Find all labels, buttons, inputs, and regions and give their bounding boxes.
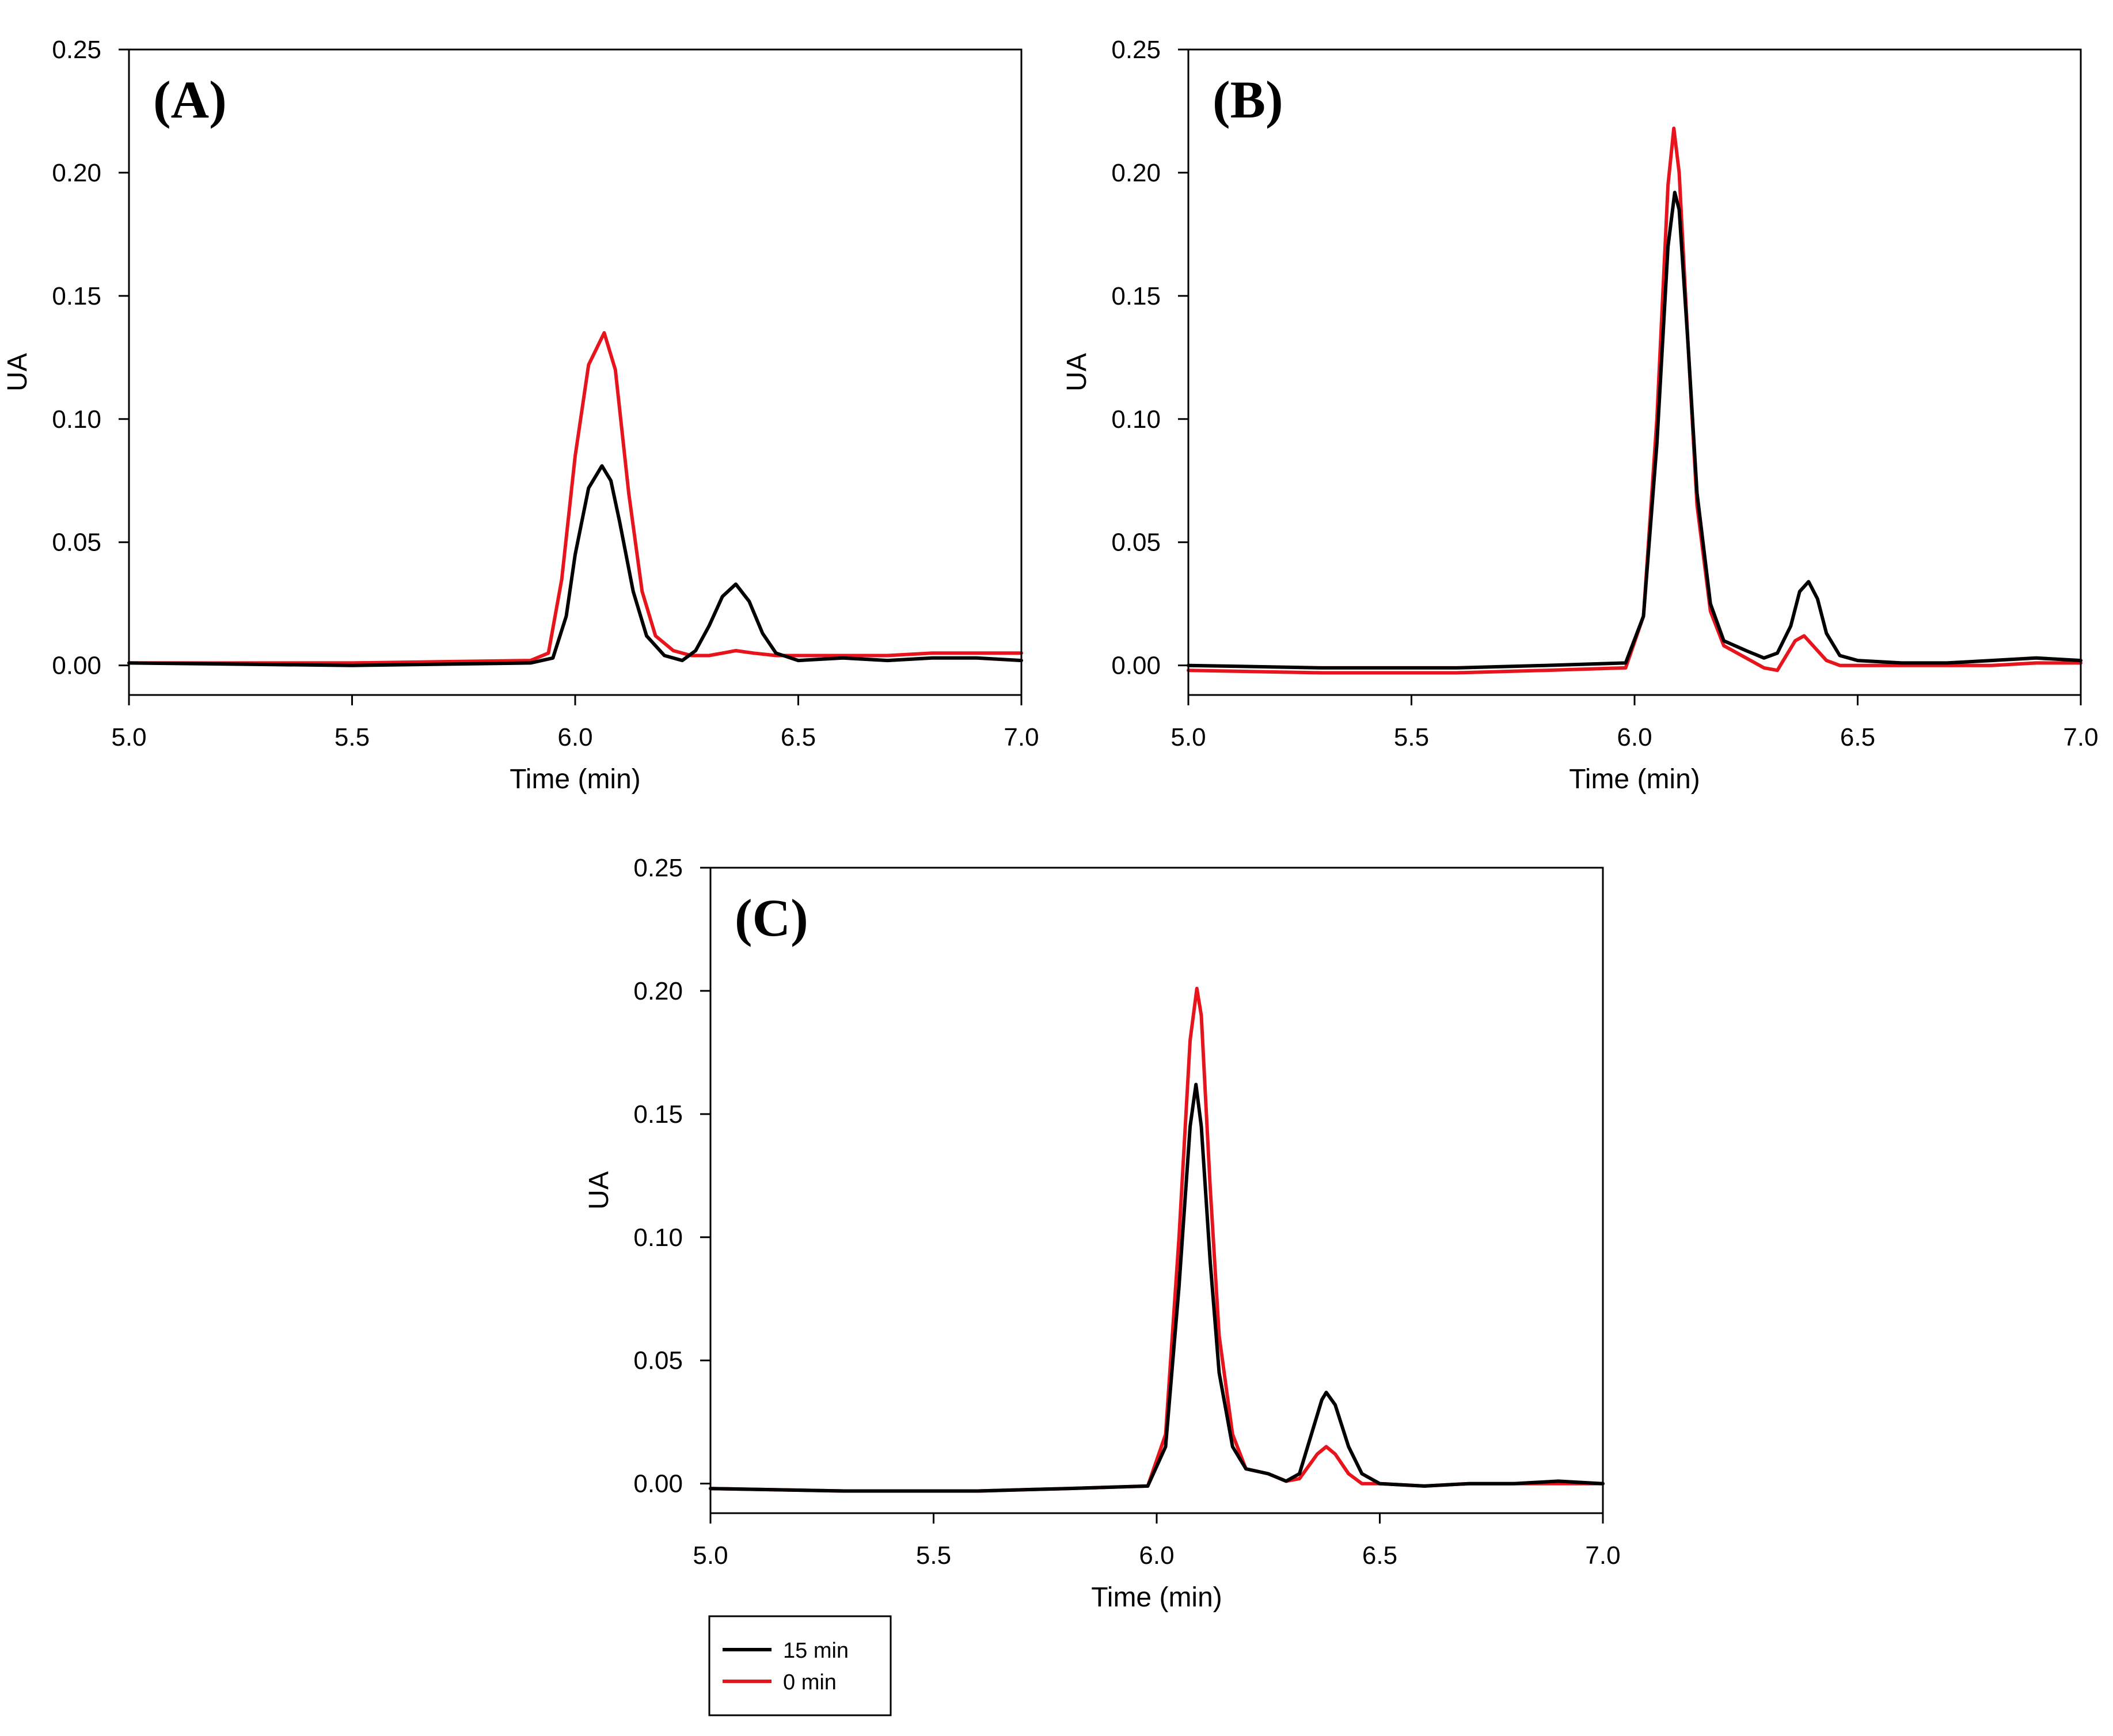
x-tick-label: 7.0 [2063,723,2098,751]
plot-frame [1187,48,2082,696]
y-axis-title: UA [584,1171,614,1210]
x-tick-label: 6.5 [1840,723,1875,751]
y-tick-label: 0.25 [1111,36,1161,64]
y-tick-label: 0.05 [1111,529,1161,557]
chart-panel-a: 5.0 5.5 6.0 6.5 7.0 0.00 0.05 0.10 0.15 0.20 0.25 T… [2,36,1039,795]
plot-frame [709,867,1604,1514]
plot-frame [128,48,1023,696]
legend: 15 min 0 min [708,1615,892,1716]
x-axis-title: Time (min) [1091,1582,1222,1613]
y-tick-label: 0.15 [1111,282,1161,310]
x-tick-label: 6.5 [1362,1541,1397,1570]
chart-panel-b: 5.0 5.5 6.0 6.5 7.0 0.00 0.05 0.10 0.15 0.20 0.25 T… [1062,36,2099,795]
series-line-15-min [127,464,1023,667]
series-line-15-min [1187,191,2082,670]
series-line-0-min [127,331,1023,665]
y-tick-label: 0.05 [633,1347,683,1375]
x-tick-label: 6.5 [781,723,816,751]
series-line-15-min [709,1082,1605,1493]
y-tick-label: 0.25 [52,36,101,64]
y-tick-label: 0.20 [1111,159,1161,187]
y-tick-label: 0.20 [52,159,101,187]
x-tick-label: 5.0 [1170,723,1206,751]
series-line-0-min [1187,126,2082,675]
x-axis-title: Time (min) [1569,764,1700,795]
x-tick-label: 6.0 [557,723,592,751]
x-tick-label: 7.0 [1004,723,1039,751]
y-tick-label: 0.00 [633,1470,683,1498]
x-tick-label: 5.5 [335,723,370,751]
y-tick-label: 0.25 [633,854,683,882]
x-tick-label: 5.5 [1394,723,1429,751]
y-tick-label: 0.10 [52,405,101,434]
y-tick-label: 0.20 [633,977,683,1005]
legend-label-0min: 0 min [783,1670,837,1695]
panel-label: (B) [1213,70,1283,129]
x-tick-label: 6.0 [1617,723,1652,751]
legend-box [708,1615,892,1716]
legend-label-15min: 15 min [783,1639,849,1663]
y-tick-label: 0.10 [633,1224,683,1252]
y-tick-label: 0.10 [1111,405,1161,434]
x-tick-label: 5.0 [111,723,146,751]
x-tick-label: 7.0 [1585,1541,1620,1570]
y-tick-label: 0.00 [52,652,101,680]
panel-label: (C) [735,888,808,947]
y-tick-label: 0.15 [633,1100,683,1129]
x-tick-label: 5.0 [693,1541,728,1570]
y-tick-label: 0.05 [52,529,101,557]
y-axis-title: UA [1062,353,1092,392]
series-line-0-min [709,986,1605,1493]
y-tick-label: 0.00 [1111,652,1161,680]
y-tick-label: 0.15 [52,282,101,310]
chart-panel-c: 5.0 5.5 6.0 6.5 7.0 0.00 0.05 0.10 0.15 0.20 0.25 T… [584,854,1621,1613]
panel-label: (A) [153,70,227,129]
x-tick-label: 6.0 [1139,1541,1174,1570]
x-tick-label: 5.5 [916,1541,951,1570]
x-axis-title: Time (min) [510,764,641,795]
y-axis-title: UA [2,353,33,392]
